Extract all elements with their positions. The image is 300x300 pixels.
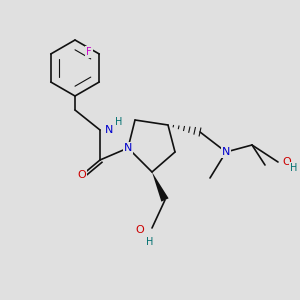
- Text: H: H: [290, 163, 297, 173]
- Text: N: N: [105, 125, 113, 135]
- Text: O: O: [78, 170, 86, 180]
- Text: O: O: [135, 225, 144, 235]
- Text: N: N: [222, 147, 230, 157]
- Text: N: N: [124, 143, 132, 153]
- Text: O: O: [282, 157, 291, 167]
- Text: F: F: [86, 47, 92, 57]
- Text: H: H: [115, 117, 122, 127]
- Polygon shape: [152, 172, 169, 202]
- Text: H: H: [146, 237, 154, 247]
